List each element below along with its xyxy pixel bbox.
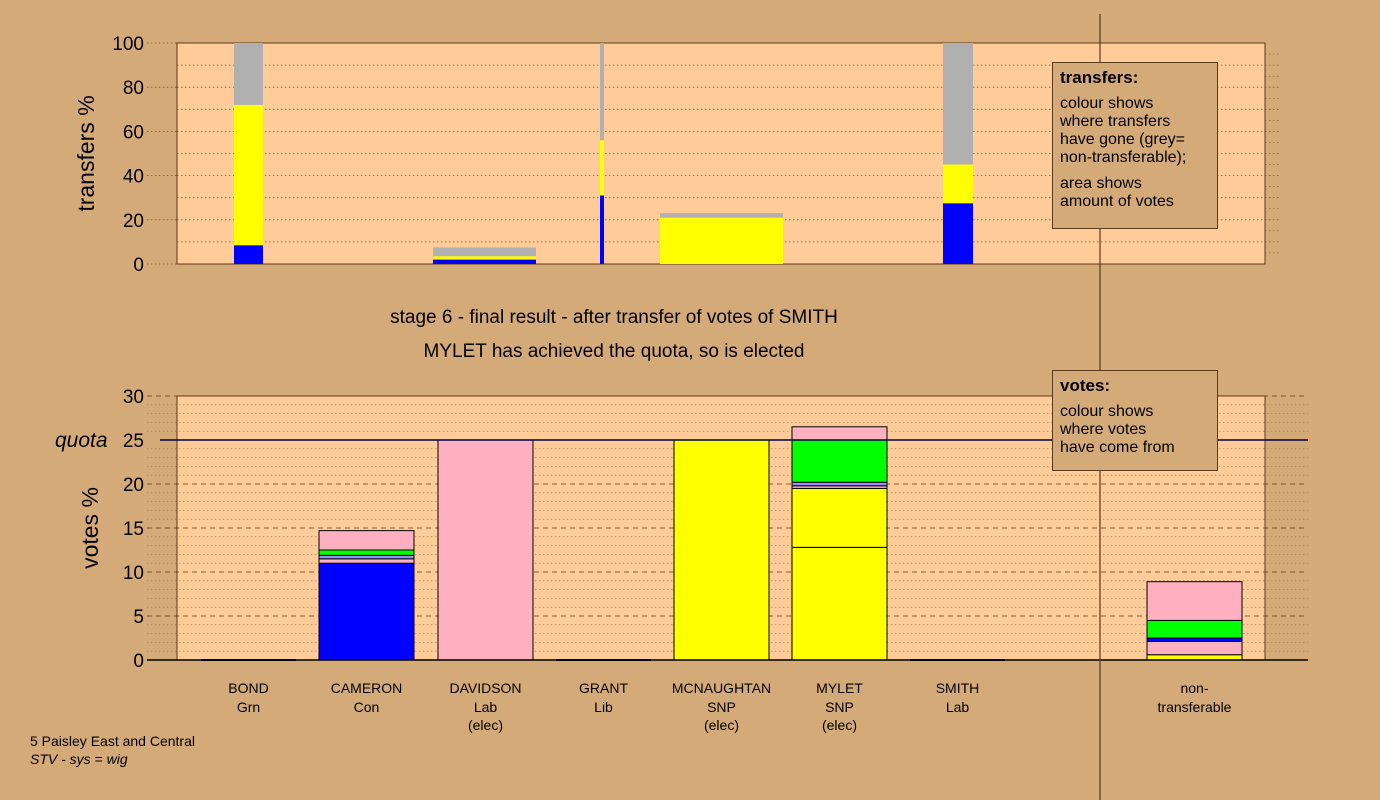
candidate-party-label: Lib bbox=[594, 699, 613, 715]
transfer-bar-segment bbox=[660, 213, 783, 218]
transfer-bar-segment bbox=[234, 43, 263, 105]
transfer-bar-segment bbox=[433, 259, 536, 264]
candidate-party-label: Lab bbox=[474, 699, 498, 715]
vote-bar-segment bbox=[318, 554, 415, 560]
votes-legend: votes: colour shows where votes have com… bbox=[1052, 370, 1218, 471]
votes-y-tick-label: 0 bbox=[133, 651, 144, 672]
vote-bar-segment bbox=[318, 562, 415, 661]
vote-bar-segment bbox=[791, 546, 888, 661]
transfer-bar-segment bbox=[234, 104, 263, 246]
candidate-name-label: MCNAUGHTAN bbox=[672, 680, 771, 696]
vote-bar-segment bbox=[318, 530, 415, 551]
candidate-party-label: Grn bbox=[237, 699, 260, 715]
vote-bar-segment bbox=[318, 549, 415, 556]
candidate-name-label: DAVIDSON bbox=[449, 680, 521, 696]
candidate-name-label: GRANT bbox=[579, 680, 628, 696]
constituency-name: 5 Paisley East and Central bbox=[30, 733, 195, 749]
transfer-bar-segment bbox=[660, 217, 783, 264]
transfers-legend: transfers: colour shows where transfers … bbox=[1052, 62, 1218, 229]
votes-y-tick-label: 30 bbox=[123, 387, 144, 408]
vote-bar-segment bbox=[791, 426, 888, 441]
votes-legend-title: votes: bbox=[1060, 376, 1111, 395]
candidate-party-label: Con bbox=[354, 699, 380, 715]
elected-caption: MYLET has achieved the quota, so is elec… bbox=[424, 341, 805, 362]
vote-bar-segment bbox=[791, 481, 888, 487]
vote-bar-segment bbox=[791, 487, 888, 548]
votes-legend-line: have come from bbox=[1060, 439, 1175, 456]
candidate-status-label: (elec) bbox=[822, 717, 857, 733]
vote-bar-segment bbox=[437, 439, 534, 661]
candidate-party-label: SNP bbox=[707, 699, 736, 715]
candidate-name-label: BOND bbox=[228, 680, 268, 696]
votes-legend-line: where votes bbox=[1060, 421, 1147, 438]
transfers-legend-line: have gone (grey= bbox=[1060, 131, 1185, 148]
votes-y-tick-label: 15 bbox=[123, 519, 144, 540]
transfers-legend-line: where transfers bbox=[1060, 113, 1171, 130]
candidate-party-label: Lab bbox=[946, 699, 970, 715]
transfers-y-tick-label: 60 bbox=[123, 122, 144, 143]
candidate-status-label: (elec) bbox=[704, 717, 739, 733]
candidate-party-label: SNP bbox=[825, 699, 854, 715]
candidate-name-label: CAMERON bbox=[331, 680, 403, 696]
candidate-name-label: non- bbox=[1180, 680, 1208, 696]
system-label: STV - sys = wig bbox=[30, 751, 128, 767]
transfer-bar-segment bbox=[600, 43, 604, 141]
candidate-name-label: MYLET bbox=[816, 680, 863, 696]
candidate-name-label: SMITH bbox=[936, 680, 980, 696]
transfers-legend-line: area shows bbox=[1060, 175, 1142, 192]
candidate-party-label: transferable bbox=[1158, 699, 1232, 715]
transfer-bar-segment bbox=[943, 43, 973, 165]
footer: 5 Paisley East and Central STV - sys = w… bbox=[30, 732, 195, 768]
transfers-y-tick-label: 100 bbox=[112, 34, 144, 55]
transfers-legend-line: amount of votes bbox=[1060, 193, 1174, 210]
votes-y-tick-label: 10 bbox=[123, 563, 144, 584]
candidate-status-label: (elec) bbox=[468, 717, 503, 733]
transfer-bar-segment bbox=[433, 247, 536, 257]
transfers-y-tick-label: 40 bbox=[123, 167, 144, 188]
transfer-bar-segment bbox=[600, 195, 604, 264]
vote-bar-segment bbox=[1146, 619, 1243, 639]
transfers-y-axis-label: transfers % bbox=[73, 95, 99, 211]
transfer-bar-segment bbox=[943, 203, 973, 264]
transfers-y-tick-label: 20 bbox=[123, 211, 144, 232]
votes-legend-line: colour shows bbox=[1060, 403, 1154, 420]
transfers-y-tick-label: 0 bbox=[133, 255, 144, 276]
vote-bar-segment bbox=[318, 558, 415, 564]
quota-label: quota bbox=[55, 429, 108, 452]
vote-bar-segment bbox=[673, 439, 770, 661]
votes-y-tick-label: 20 bbox=[123, 475, 144, 496]
vote-bar-segment bbox=[1146, 654, 1243, 661]
transfers-legend-title: transfers: bbox=[1060, 68, 1139, 87]
transfer-bar-segment bbox=[433, 256, 536, 260]
stage-caption: stage 6 - final result - after transfer … bbox=[390, 307, 838, 328]
transfers-legend-line: non-transferable); bbox=[1060, 149, 1187, 166]
vote-bar-segment bbox=[1146, 581, 1243, 621]
transfers-legend-line: colour shows bbox=[1060, 95, 1154, 112]
transfer-bar-segment bbox=[943, 164, 973, 204]
votes-y-tick-label: 5 bbox=[133, 607, 144, 628]
transfer-bar-segment bbox=[600, 140, 604, 196]
vote-bar-segment bbox=[1146, 641, 1243, 656]
votes-y-axis-label: votes % bbox=[77, 487, 103, 569]
vote-bar-segment bbox=[1146, 637, 1243, 643]
vote-bar-segment bbox=[791, 439, 888, 483]
transfer-bar-segment bbox=[234, 245, 263, 264]
votes-y-tick-label: 25 bbox=[123, 431, 144, 452]
transfers-y-tick-label: 80 bbox=[123, 78, 144, 99]
